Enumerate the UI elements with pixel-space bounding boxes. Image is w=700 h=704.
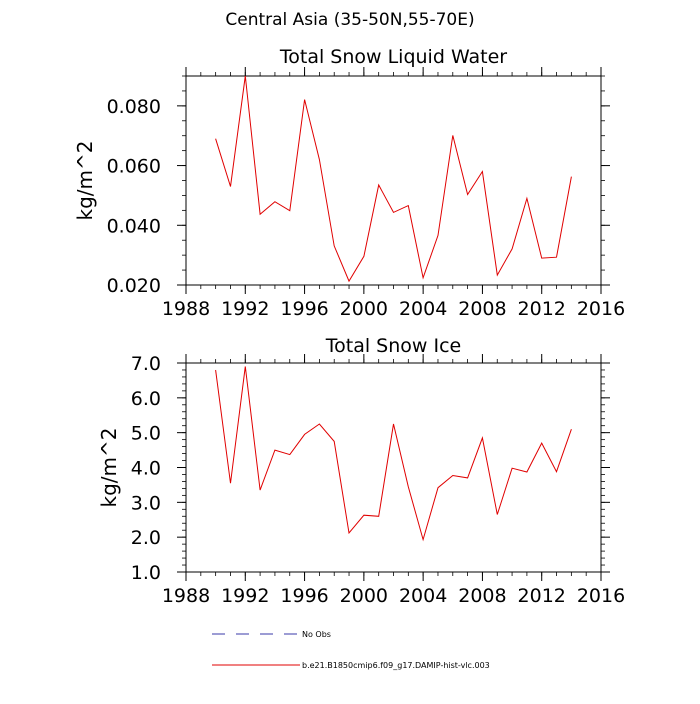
x-tick-label: 2000 <box>340 585 388 607</box>
legend-entry-1: No Obs <box>212 630 331 639</box>
legend-label: No Obs <box>302 630 331 639</box>
y-axis-label: kg/m^2 <box>97 428 121 508</box>
y-tick-label: 0.080 <box>107 96 161 118</box>
plot-2: Total Snow Ice 1988 1992 1996 2000 2004 2008 20… <box>97 335 625 607</box>
y-tick-label: 2.0 <box>131 527 161 549</box>
x-tick-label: 1992 <box>221 298 269 320</box>
y-tick-label: 3.0 <box>131 492 161 514</box>
y-tick-label: 6.0 <box>131 388 161 410</box>
x-tick-label: 1992 <box>221 585 269 607</box>
x-tick-label: 2004 <box>399 298 447 320</box>
plot-title: Total Snow Ice <box>325 335 461 357</box>
x-tick-label: 2016 <box>577 585 625 607</box>
y-tick-label: 0.040 <box>107 215 161 237</box>
x-tick-label: 1996 <box>280 585 328 607</box>
x-tick-label: 2012 <box>518 298 566 320</box>
x-tick-label: 1988 <box>162 585 210 607</box>
x-tick-label: 2000 <box>340 298 388 320</box>
y-tick-label: 1.0 <box>131 562 161 584</box>
plot-1: Total Snow Liquid Water 1988 1992 1996 2000 2… <box>73 46 625 320</box>
x-tick-label: 1996 <box>280 298 328 320</box>
x-tick-label: 2008 <box>458 585 506 607</box>
x-tick-label: 1988 <box>162 298 210 320</box>
legend-entry-2: b.e21.B1850cmip6.f09_g17.DAMIP-hist-vlc.… <box>212 661 490 670</box>
x-tick-label: 2004 <box>399 585 447 607</box>
x-tick-label: 2016 <box>577 298 625 320</box>
y-tick-label: 5.0 <box>131 423 161 445</box>
x-tick-label: 2008 <box>458 298 506 320</box>
legend-label: b.e21.B1850cmip6.f09_g17.DAMIP-hist-vlc.… <box>302 661 490 670</box>
y-tick-label: 4.0 <box>131 458 161 480</box>
y-tick-label: 7.0 <box>131 353 161 375</box>
series-line-1 <box>215 366 572 542</box>
y-tick-label: 0.060 <box>107 156 161 178</box>
plot-title: Total Snow Liquid Water <box>279 46 507 68</box>
y-tick-label: 0.020 <box>107 275 161 297</box>
legend: No Obs b.e21.B1850cmip6.f09_g17.DAMIP-his… <box>212 630 490 670</box>
x-tick-label: 2012 <box>518 585 566 607</box>
figure-title: Central Asia (35-50N,55-70E) <box>225 10 475 30</box>
y-axis-label: kg/m^2 <box>73 141 97 221</box>
series-line-1 <box>215 75 572 283</box>
